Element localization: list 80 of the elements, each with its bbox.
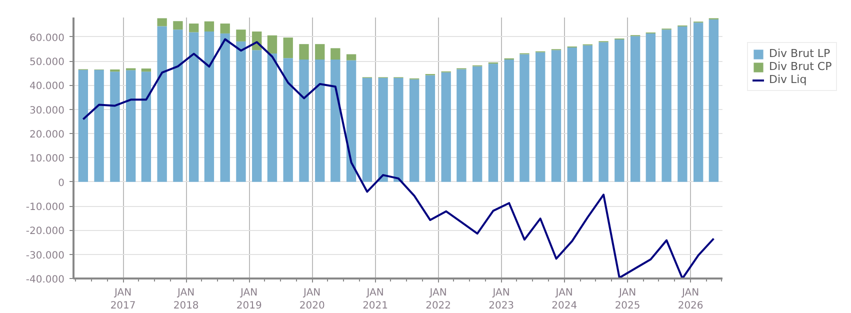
- bar: [283, 38, 293, 58]
- bar: [646, 33, 656, 182]
- bar: [141, 72, 152, 182]
- legend-label: Div Brut LP: [769, 47, 830, 60]
- x-tick-label: JAN 2018: [173, 288, 199, 312]
- x-tick-label: JAN 2020: [299, 288, 325, 312]
- bar: [126, 70, 136, 182]
- bar: [394, 78, 404, 182]
- bar: [299, 60, 309, 182]
- y-tick-label: -40.000: [26, 274, 65, 286]
- bar: [141, 68, 152, 72]
- bar: [315, 44, 325, 60]
- bar: [204, 21, 214, 32]
- y-tick-label: 0: [58, 178, 65, 189]
- bar: [236, 41, 246, 182]
- bar: [378, 78, 388, 182]
- y-tick-label: 60.000: [30, 32, 65, 44]
- bar: [189, 24, 199, 32]
- y-tick-label: -10.000: [26, 202, 65, 213]
- y-tick-label: 10.000: [30, 154, 65, 165]
- bar: [236, 30, 246, 42]
- bar: [330, 48, 340, 60]
- bar: [520, 54, 530, 182]
- bar: [346, 54, 356, 60]
- y-tick-label: 20.000: [30, 130, 65, 140]
- bar: [157, 18, 167, 26]
- x-tick-label: JAN 2024: [552, 288, 578, 312]
- bar: [614, 39, 624, 182]
- legend-label: Div Brut CP: [769, 60, 832, 73]
- bar: [693, 22, 704, 182]
- bar: [267, 35, 278, 54]
- line-series: [82, 38, 715, 278]
- y-tick-label: 30.000: [30, 105, 65, 116]
- bar: [678, 26, 688, 182]
- bar: [315, 60, 325, 182]
- bar: [504, 60, 514, 182]
- bar: [157, 26, 167, 182]
- bar: [346, 60, 356, 182]
- bar: [173, 30, 183, 182]
- y-tick-label: 50.000: [30, 57, 65, 68]
- bar: [267, 54, 278, 182]
- bar: [330, 60, 340, 182]
- x-tick-label: JAN 2025: [614, 288, 640, 312]
- bar: [220, 24, 230, 34]
- bar: [409, 79, 420, 182]
- bar: [582, 45, 592, 182]
- bar: [78, 70, 88, 182]
- x-tick-label: JAN 2022: [426, 288, 452, 312]
- bar: [110, 69, 120, 72]
- bar: [472, 66, 482, 182]
- bar: [283, 58, 293, 182]
- x-tick-label: JAN 2019: [236, 288, 262, 312]
- x-tick-label: JAN 2023: [488, 288, 514, 312]
- bar: [94, 70, 104, 182]
- bar: [708, 19, 719, 182]
- x-tick-label: JAN 2017: [110, 288, 136, 312]
- bar: [598, 42, 608, 182]
- bar: [173, 21, 183, 30]
- bar: [220, 33, 230, 182]
- bar: [456, 69, 466, 182]
- bar: [252, 50, 262, 182]
- y-tick-label: 40.000: [30, 81, 65, 92]
- bar: [662, 30, 672, 182]
- x-tick-label: JAN 2021: [362, 288, 388, 312]
- y-tick-label: -30.000: [26, 250, 65, 262]
- x-tick-label: JAN 2026: [678, 288, 704, 312]
- bar: [567, 47, 577, 182]
- bar: [110, 72, 120, 182]
- bar: [425, 75, 436, 182]
- legend-label: Div Liq: [769, 73, 807, 86]
- bar: [362, 78, 372, 182]
- bar: [299, 44, 309, 60]
- bar: [630, 36, 640, 182]
- bar: [204, 32, 214, 182]
- bar: [551, 50, 562, 182]
- bar: [441, 72, 451, 182]
- bar: [536, 52, 546, 182]
- y-tick-label: -20.000: [26, 226, 65, 238]
- bar: [488, 64, 498, 182]
- bar: [189, 32, 199, 182]
